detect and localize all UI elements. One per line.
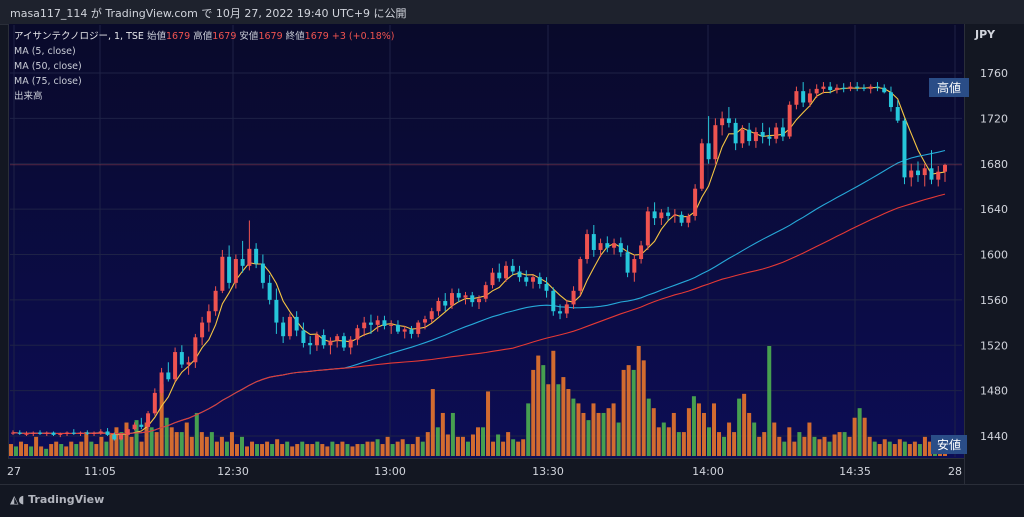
open-label: 始値	[146, 31, 166, 42]
close-label: 終値	[285, 31, 305, 42]
legend-volume[interactable]: 出来高	[14, 91, 43, 102]
high-value: 1679	[212, 31, 237, 42]
high-label: 高値	[193, 31, 213, 42]
open-value: 1679	[165, 31, 191, 42]
low-value: 1679	[258, 31, 283, 42]
chart-legend: アイサンテクノロジー, 1, TSE 始値1679 高値1679 安値1679 …	[14, 29, 394, 104]
publisher-text: masa117_114 が TradingView.com で 10月 27, …	[10, 7, 407, 20]
symbol-name[interactable]: アイサンテクノロジー, 1, TSE	[14, 31, 144, 42]
legend-ma5[interactable]: MA (5, close)	[14, 46, 76, 57]
publisher-bar: masa117_114 が TradingView.com で 10月 27, …	[0, 0, 1024, 25]
low-label: 安値	[239, 31, 259, 42]
close-value: 1679	[304, 31, 329, 42]
footer: ◭◖ TradingView	[0, 484, 1024, 517]
legend-ma75[interactable]: MA (75, close)	[14, 76, 82, 87]
change-value: +3 (+0.18%)	[331, 31, 395, 42]
brand-text: TradingView	[28, 493, 105, 506]
time-axis[interactable]	[8, 458, 964, 485]
legend-main-row: アイサンテクノロジー, 1, TSE 始値1679 高値1679 安値1679 …	[14, 29, 394, 44]
price-axis[interactable]	[964, 24, 1024, 484]
tradingview-logo[interactable]: ◭◖ TradingView	[10, 493, 105, 506]
legend-ma50[interactable]: MA (50, close)	[14, 61, 82, 72]
